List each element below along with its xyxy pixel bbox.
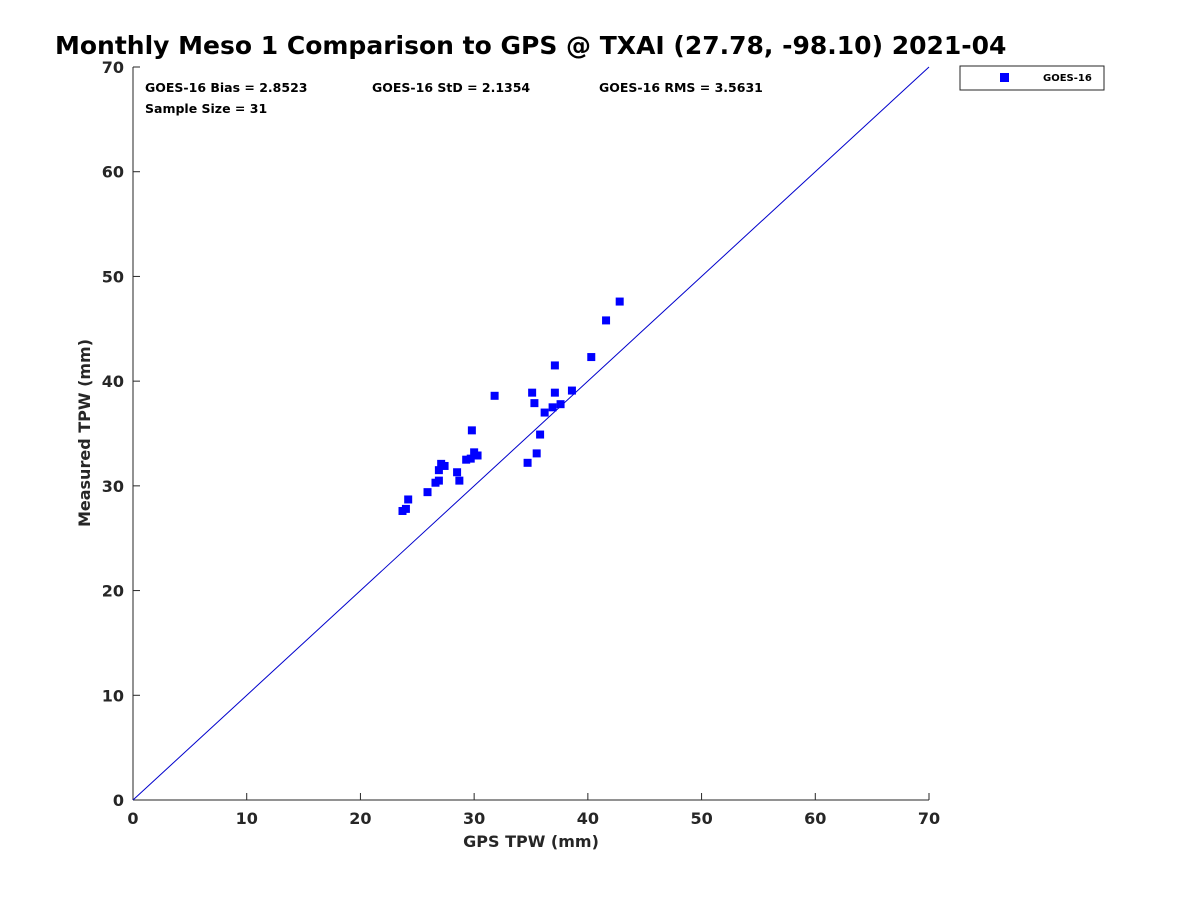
data-point bbox=[528, 388, 537, 397]
data-point bbox=[602, 316, 611, 325]
data-point bbox=[567, 386, 576, 395]
y-tick-label: 30 bbox=[102, 477, 124, 496]
data-point bbox=[462, 455, 471, 464]
legend-marker bbox=[1000, 73, 1009, 82]
x-tick-label: 0 bbox=[127, 809, 138, 828]
chart-title: Monthly Meso 1 Comparison to GPS @ TXAI … bbox=[55, 31, 1006, 60]
data-point bbox=[548, 403, 557, 412]
data-point bbox=[532, 449, 541, 458]
data-point bbox=[467, 426, 476, 435]
data-point bbox=[615, 297, 624, 306]
x-tick-label: 50 bbox=[690, 809, 712, 828]
legend-box bbox=[959, 65, 1105, 91]
data-point bbox=[550, 388, 559, 397]
y-tick-label: 20 bbox=[102, 582, 124, 601]
data-point bbox=[490, 391, 499, 400]
data-point bbox=[536, 430, 545, 439]
y-tick-label: 40 bbox=[102, 372, 124, 391]
data-point bbox=[523, 458, 532, 467]
y-axis-label: Measured TPW (mm) bbox=[75, 339, 94, 527]
y-axis-ticks: 0 10 20 30 40 50 60 70 bbox=[102, 58, 140, 810]
data-point bbox=[587, 353, 596, 362]
x-tick-label: 60 bbox=[804, 809, 826, 828]
x-axis-label: GPS TPW (mm) bbox=[463, 832, 599, 851]
x-axis-ticks: 0 10 20 30 40 50 60 70 bbox=[127, 793, 940, 828]
x-tick-label: 30 bbox=[463, 809, 485, 828]
x-tick-label: 70 bbox=[918, 809, 940, 828]
bias-annotation: GOES-16 Bias = 2.8523 bbox=[145, 80, 307, 95]
one-to-one-line bbox=[132, 66, 930, 801]
x-tick-label: 20 bbox=[349, 809, 371, 828]
x-tick-label: 10 bbox=[236, 809, 258, 828]
data-point bbox=[466, 454, 475, 463]
data-point bbox=[453, 468, 462, 477]
data-point bbox=[440, 461, 449, 470]
x-tick-label: 40 bbox=[577, 809, 599, 828]
data-point bbox=[530, 399, 539, 408]
data-point bbox=[455, 476, 464, 485]
data-point bbox=[423, 488, 432, 497]
data-point bbox=[556, 400, 565, 409]
rms-annotation: GOES-16 RMS = 3.5631 bbox=[599, 80, 763, 95]
data-point bbox=[401, 504, 410, 513]
legend-label: GOES-16 bbox=[1043, 73, 1092, 84]
data-point bbox=[404, 495, 413, 504]
y-tick-label: 10 bbox=[102, 686, 124, 705]
y-tick-label: 50 bbox=[102, 267, 124, 286]
series-goes16-points bbox=[398, 297, 624, 515]
y-tick-label: 60 bbox=[102, 163, 124, 182]
data-point bbox=[434, 466, 443, 475]
sample-size-annotation: Sample Size = 31 bbox=[145, 101, 267, 116]
data-point bbox=[540, 408, 549, 417]
y-tick-label: 0 bbox=[113, 791, 124, 810]
legend: GOES-16 bbox=[959, 65, 1105, 91]
std-annotation: GOES-16 StD = 2.1354 bbox=[372, 80, 530, 95]
y-tick-label: 70 bbox=[102, 58, 124, 77]
data-point bbox=[550, 361, 559, 370]
data-point bbox=[473, 451, 482, 460]
data-point bbox=[434, 476, 443, 485]
